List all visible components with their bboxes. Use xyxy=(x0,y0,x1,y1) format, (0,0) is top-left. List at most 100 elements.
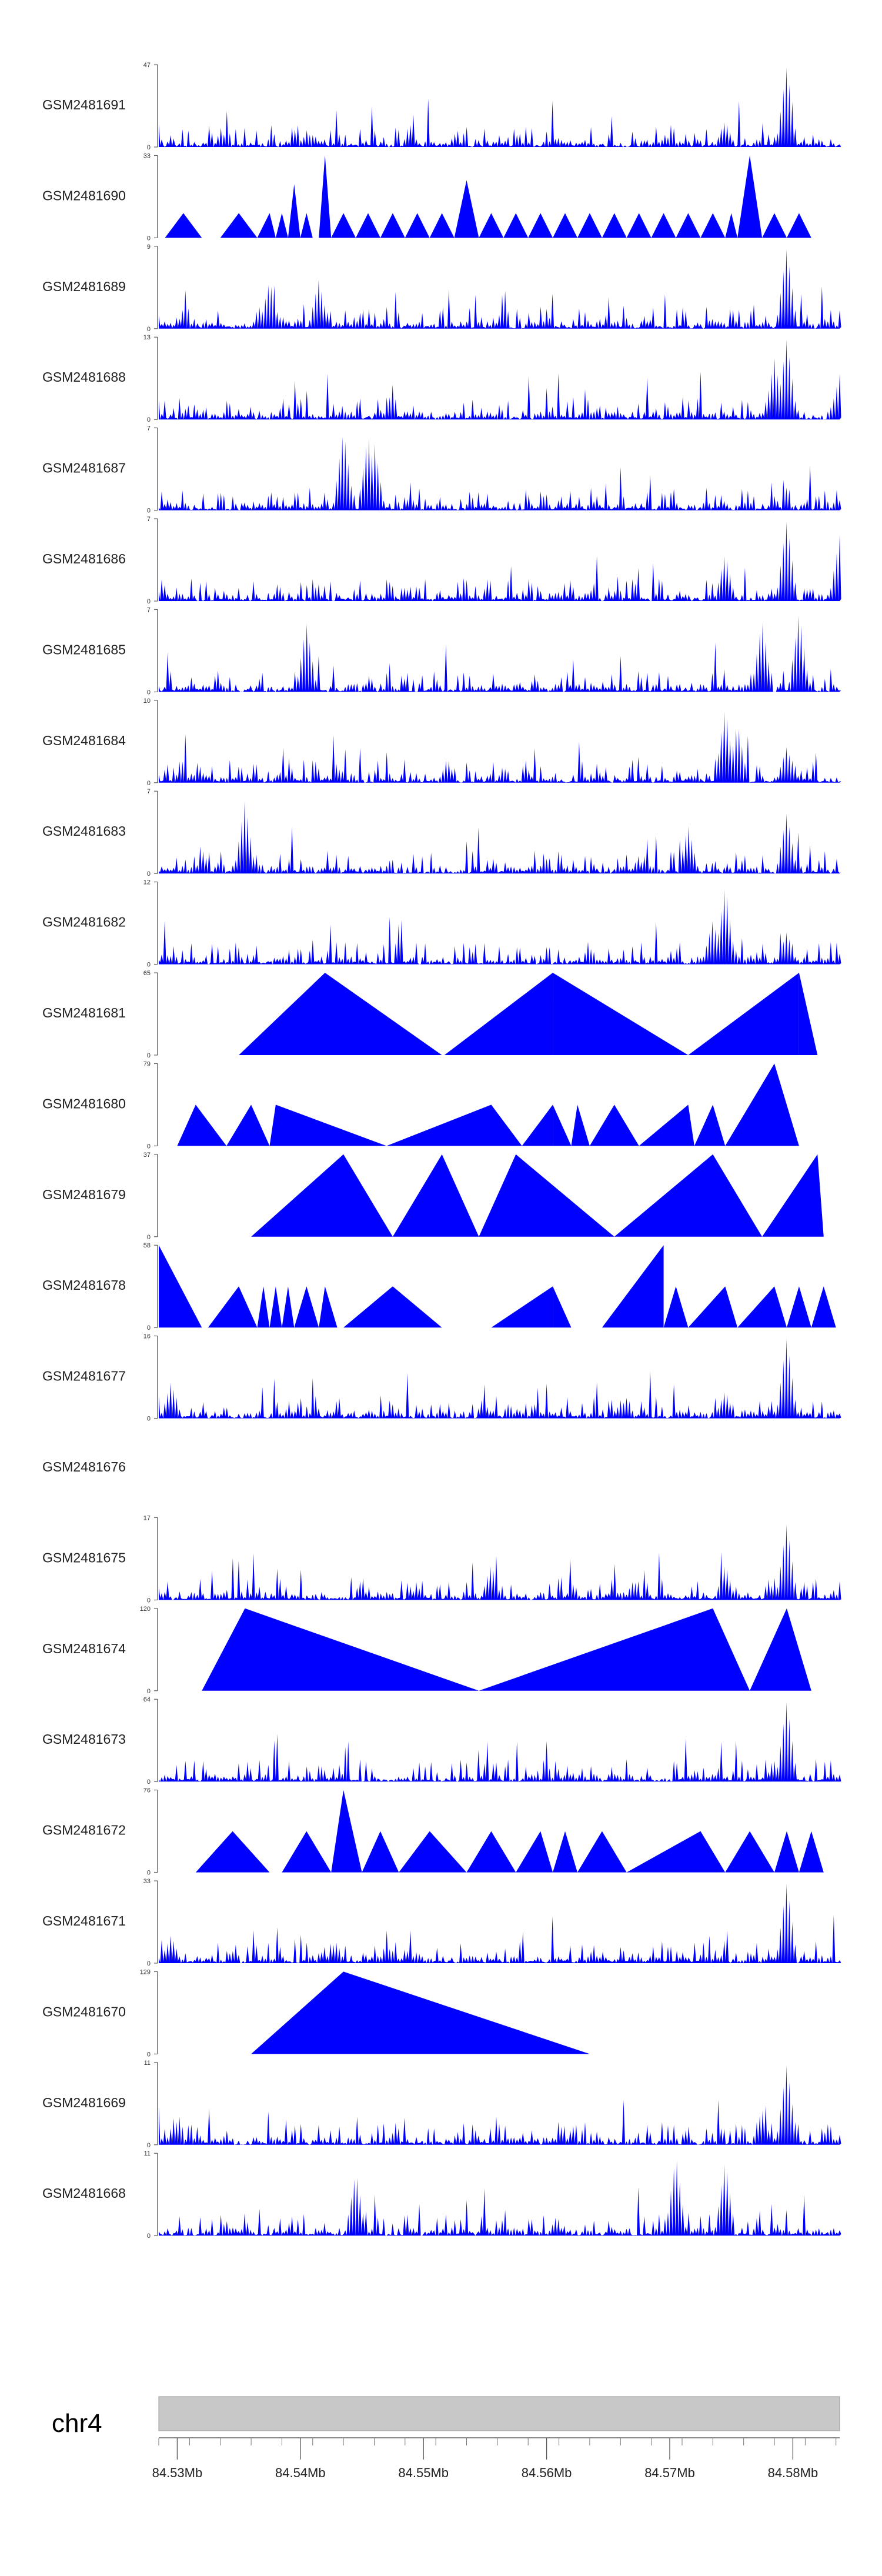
y-axis-max-label: 47 xyxy=(143,62,151,69)
track-label: GSM2481679 xyxy=(42,1187,126,1202)
coverage-peak xyxy=(799,973,818,1055)
y-axis-min-label: 0 xyxy=(147,1597,151,1604)
coverage-peak xyxy=(553,1831,577,1873)
track-label: GSM2481669 xyxy=(42,2095,126,2110)
coverage-peak xyxy=(226,1105,270,1146)
coverage-peak xyxy=(787,1286,811,1328)
data-tracks: GSM2481691470GSM2481690330GSM248168990GS… xyxy=(42,62,841,2240)
track-label: GSM2481686 xyxy=(42,551,126,566)
track-GSM2481681: GSM2481681 65 0 xyxy=(42,970,818,1059)
coverage-peak xyxy=(602,213,627,238)
y-axis-max-label: 76 xyxy=(143,1787,151,1794)
coverage-peak xyxy=(356,213,380,238)
coverage-peak xyxy=(663,1286,689,1328)
track-GSM2481678: GSM2481678 58 0 xyxy=(42,1242,836,1332)
track-GSM2481690: GSM2481690 33 0 xyxy=(42,152,811,242)
coverage-area xyxy=(159,889,841,965)
track-label: GSM2481668 xyxy=(42,2185,126,2201)
y-axis-max-label: 33 xyxy=(143,1878,151,1885)
y-axis-min-label: 0 xyxy=(147,144,151,151)
coverage-peak xyxy=(331,213,356,238)
track-label: GSM2481684 xyxy=(42,733,126,748)
coverage-peak xyxy=(300,213,313,238)
coverage-peak xyxy=(165,213,202,238)
coverage-peak xyxy=(195,1831,270,1873)
y-axis-min-label: 0 xyxy=(147,235,151,242)
track-label: GSM2481674 xyxy=(42,1641,126,1656)
y-axis-max-label: 9 xyxy=(147,243,151,251)
y-axis-min-label: 0 xyxy=(147,326,151,333)
coverage-peak xyxy=(688,973,799,1055)
coverage-peak xyxy=(282,1286,295,1328)
coverage-peak xyxy=(405,213,430,238)
coverage-peak xyxy=(676,213,701,238)
coverage-peak xyxy=(269,1105,387,1146)
coverage-peak xyxy=(602,1245,664,1328)
track-label: GSM2481685 xyxy=(42,642,126,657)
track-label: GSM2481675 xyxy=(42,1550,126,1565)
track-GSM2481687: GSM2481687 7 0 xyxy=(42,425,841,515)
coverage-peak xyxy=(251,1154,393,1237)
coverage-peak xyxy=(282,1831,332,1873)
track-label: GSM2481682 xyxy=(42,915,126,930)
track-GSM2481688: GSM2481688 13 0 xyxy=(42,334,841,423)
coverage-peak xyxy=(811,1286,836,1328)
coverage-area xyxy=(159,1883,841,1963)
y-axis-max-label: 37 xyxy=(143,1152,151,1159)
coverage-peak xyxy=(737,155,763,238)
coverage-area xyxy=(159,521,841,601)
track-GSM2481669: GSM2481669 11 0 xyxy=(42,2060,841,2149)
y-axis-max-label: 58 xyxy=(143,1242,151,1249)
y-axis-min-label: 0 xyxy=(147,1416,151,1423)
coverage-peak xyxy=(491,1286,553,1328)
y-axis-max-label: 13 xyxy=(143,334,151,341)
track-GSM2481679: GSM2481679 37 0 xyxy=(42,1152,824,1241)
coverage-peak xyxy=(159,1245,202,1328)
y-axis-min-label: 0 xyxy=(147,1960,151,1967)
y-axis-min-label: 0 xyxy=(147,598,151,605)
coverage-peak xyxy=(737,1286,787,1328)
coverage-peak xyxy=(553,973,689,1055)
y-axis-max-label: 7 xyxy=(147,425,151,432)
y-axis-min-label: 0 xyxy=(147,1778,151,1786)
x-tick-label: 84.58Mb xyxy=(768,2465,818,2480)
y-axis-max-label: 7 xyxy=(147,516,151,523)
coverage-area xyxy=(159,339,841,420)
track-label: GSM2481681 xyxy=(42,1005,126,1020)
coverage-area xyxy=(159,2160,841,2236)
coverage-area xyxy=(159,1524,841,1600)
track-label: GSM2481677 xyxy=(42,1369,126,1384)
coverage-peak xyxy=(239,973,442,1055)
track-GSM2481683: GSM2481683 7 0 xyxy=(42,788,841,877)
x-tick-label: 84.57Mb xyxy=(644,2465,695,2480)
coverage-peak xyxy=(331,1790,362,1873)
coverage-area xyxy=(159,2065,841,2145)
coverage-peak xyxy=(257,213,276,238)
coverage-peak xyxy=(202,1608,479,1691)
y-axis-min-label: 0 xyxy=(147,1688,151,1695)
track-label: GSM2481670 xyxy=(42,2004,126,2019)
coverage-area xyxy=(159,1338,841,1419)
track-label: GSM2481673 xyxy=(42,1731,126,1747)
coverage-peak xyxy=(454,180,479,238)
coverage-peak xyxy=(725,1831,774,1873)
coverage-peak xyxy=(466,1831,516,1873)
y-axis-min-label: 0 xyxy=(147,1052,151,1059)
coverage-area xyxy=(159,615,841,692)
track-GSM2481672: GSM2481672 76 0 xyxy=(42,1787,824,1877)
coverage-peak xyxy=(577,1831,627,1873)
y-axis-max-label: 7 xyxy=(147,788,151,795)
coverage-peak xyxy=(503,213,529,238)
track-GSM2481682: GSM2481682 12 0 xyxy=(42,879,841,969)
y-axis-max-label: 7 xyxy=(147,606,151,613)
coverage-area xyxy=(159,67,841,147)
coverage-peak xyxy=(750,1608,811,1691)
coverage-peak xyxy=(694,1105,726,1146)
y-axis-max-label: 11 xyxy=(144,2150,151,2157)
coverage-peak xyxy=(651,213,676,238)
track-label: GSM2481678 xyxy=(42,1277,126,1293)
x-tick-label: 84.55Mb xyxy=(398,2465,449,2480)
coverage-peak xyxy=(220,213,258,238)
coverage-peak xyxy=(294,1286,319,1328)
track-label: GSM2481690 xyxy=(42,188,126,203)
